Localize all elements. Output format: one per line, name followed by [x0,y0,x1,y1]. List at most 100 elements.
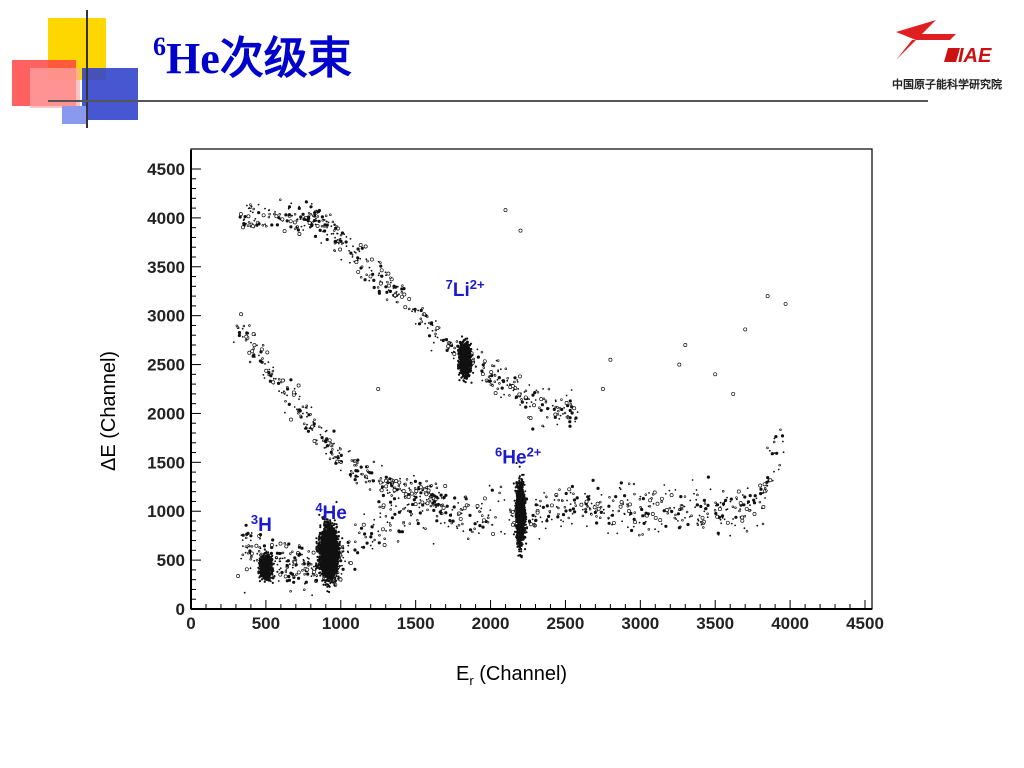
data-point [365,258,368,261]
data-point [412,308,414,311]
data-point [551,404,554,407]
data-point [602,508,605,511]
data-point [627,482,631,485]
data-point [314,578,319,583]
data-point [255,559,259,562]
data-point [430,496,433,499]
data-point [342,547,345,550]
data-point [307,550,310,553]
data-point [755,497,758,500]
data-point [364,476,367,478]
data-point [400,291,404,294]
data-point [556,515,560,519]
data-point [249,203,252,206]
data-point [377,479,381,483]
data-point [621,502,625,506]
data-point [377,260,380,263]
data-point [250,224,255,229]
data-point [553,499,556,501]
data-point [369,544,372,547]
data-point [338,553,341,556]
data-point [256,344,258,347]
data-point [691,479,694,481]
data-point [297,206,301,210]
data-point [353,460,355,462]
data-point [253,559,256,562]
data-point [353,567,357,571]
data-point [558,406,562,410]
data-point [484,362,486,364]
data-point [696,493,699,497]
data-point [585,508,588,510]
data-point [315,212,318,215]
data-point [318,535,321,538]
data-point [290,202,293,205]
data-point [253,219,256,222]
data-point [508,519,511,521]
data-point [396,540,400,543]
data-point [607,521,611,525]
data-points [232,198,788,597]
data-point [342,550,345,553]
data-point [262,564,265,568]
data-point [457,513,460,517]
data-point [369,257,374,262]
data-point [420,320,424,323]
data-point [320,215,324,219]
data-point [535,389,538,392]
data-point [481,525,485,529]
data-point [397,497,400,500]
data-point [473,527,476,531]
data-point [335,241,338,244]
data-point [246,531,250,536]
data-point [571,507,576,511]
data-point [289,552,292,555]
data-point [715,504,717,507]
data-point [313,565,315,568]
data-point [297,412,300,415]
data-point [652,502,655,505]
data-point [249,552,252,555]
data-point [653,515,658,520]
data-point [473,522,477,526]
data-point [353,548,357,552]
data-point [330,452,334,456]
data-point [418,502,421,505]
data-point [389,529,392,532]
data-point [756,524,759,527]
data-point [386,283,391,288]
data-point [607,517,610,520]
data-point [719,518,722,521]
data-point [327,438,332,443]
data-point [431,501,435,505]
data-point [301,405,305,409]
data-point [347,450,350,453]
data-point [498,491,501,495]
data-point [741,494,744,496]
data-point [250,545,254,548]
data-point [334,577,337,580]
data-point [445,504,449,508]
data-point [379,264,383,268]
data-point [584,499,589,504]
data-point [490,364,494,367]
data-point [329,213,332,216]
data-point [524,389,528,392]
data-point [259,575,262,578]
data-point [301,562,304,566]
data-point [555,495,558,497]
data-point [263,577,267,580]
data-point [274,560,277,563]
data-point [393,512,397,516]
data-point [646,512,650,516]
data-point [573,510,577,514]
data-point [323,219,326,221]
data-point [513,380,516,384]
data-point [480,507,483,510]
data-point [338,452,341,454]
data-point [385,530,387,532]
data-point [764,497,766,499]
data-point [244,334,249,339]
data-point [349,238,352,240]
data-point [541,505,546,509]
